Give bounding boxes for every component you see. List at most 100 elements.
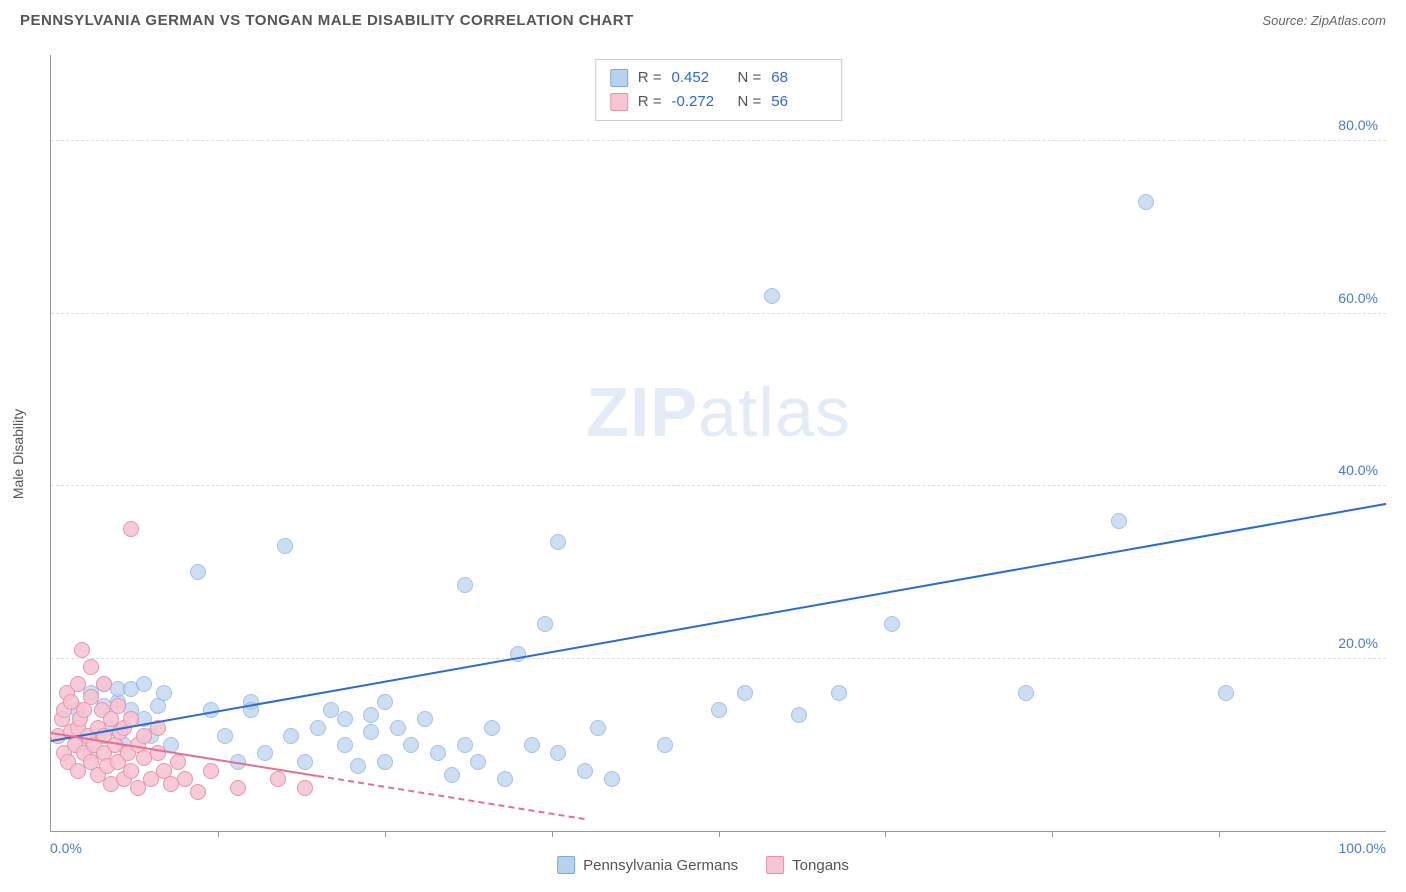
y-tick-label: 80.0% <box>1338 117 1378 133</box>
plot-region: ZIPatlas R = 0.452 N = 68 R = -0.272 N =… <box>50 55 1386 832</box>
x-tick-mark <box>552 831 553 837</box>
swatch-pg-icon <box>557 856 575 874</box>
scatter-point <box>277 538 293 554</box>
scatter-point <box>737 685 753 701</box>
scatter-point <box>74 642 90 658</box>
gridline <box>51 313 1386 314</box>
scatter-point <box>70 676 86 692</box>
gridline <box>51 485 1386 486</box>
scatter-point <box>283 728 299 744</box>
r-value-pg: 0.452 <box>672 66 728 90</box>
scatter-point <box>177 771 193 787</box>
scatter-point <box>470 754 486 770</box>
x-tick-mark <box>385 831 386 837</box>
scatter-point <box>1218 685 1234 701</box>
legend-row-tongan: R = -0.272 N = 56 <box>610 90 828 114</box>
scatter-point <box>170 754 186 770</box>
scatter-point <box>83 659 99 675</box>
scatter-point <box>791 707 807 723</box>
scatter-point <box>156 685 172 701</box>
watermark-zip: ZIP <box>586 373 698 451</box>
scatter-point <box>390 720 406 736</box>
legend-label-pg: Pennsylvania Germans <box>583 857 738 874</box>
scatter-point <box>457 737 473 753</box>
y-tick-label: 20.0% <box>1338 635 1378 651</box>
gridline <box>51 658 1386 659</box>
x-tick-100: 100.0% <box>1339 840 1386 856</box>
scatter-point <box>123 763 139 779</box>
y-tick-label: 40.0% <box>1338 462 1378 478</box>
scatter-point <box>550 534 566 550</box>
scatter-point <box>190 564 206 580</box>
x-tick-mark <box>885 831 886 837</box>
scatter-point <box>203 763 219 779</box>
scatter-point <box>230 780 246 796</box>
legend-item-tongan: Tongans <box>766 856 849 874</box>
x-tick-0: 0.0% <box>50 840 82 856</box>
scatter-point <box>337 711 353 727</box>
scatter-point <box>270 771 286 787</box>
scatter-point <box>604 771 620 787</box>
x-tick-mark <box>719 831 720 837</box>
gridline <box>51 140 1386 141</box>
n-label: N = <box>738 90 762 114</box>
source-label: Source: <box>1262 13 1307 28</box>
scatter-point <box>444 767 460 783</box>
y-tick-label: 60.0% <box>1338 290 1378 306</box>
scatter-point <box>377 754 393 770</box>
scatter-point <box>297 754 313 770</box>
swatch-pennsylvania-germans <box>610 69 628 87</box>
scatter-point <box>310 720 326 736</box>
n-value-tongan: 56 <box>771 90 827 114</box>
scatter-point <box>363 724 379 740</box>
x-tick-mark <box>1219 831 1220 837</box>
swatch-tongans <box>610 93 628 111</box>
x-tick-mark <box>218 831 219 837</box>
scatter-point <box>711 702 727 718</box>
y-axis-label: Male Disability <box>10 409 26 499</box>
scatter-point <box>497 771 513 787</box>
legend-row-pg: R = 0.452 N = 68 <box>610 66 828 90</box>
scatter-point <box>457 577 473 593</box>
scatter-point <box>1018 685 1034 701</box>
scatter-point <box>430 745 446 761</box>
x-tick-mark <box>1052 831 1053 837</box>
chart-area: ZIPatlas R = 0.452 N = 68 R = -0.272 N =… <box>50 55 1386 832</box>
scatter-point <box>257 745 273 761</box>
series-legend: Pennsylvania Germans Tongans <box>557 856 849 874</box>
legend-label-tongan: Tongans <box>792 857 849 874</box>
correlation-legend: R = 0.452 N = 68 R = -0.272 N = 56 <box>595 59 843 121</box>
n-label: N = <box>738 66 762 90</box>
watermark: ZIPatlas <box>586 372 851 452</box>
scatter-point <box>1138 194 1154 210</box>
scatter-point <box>377 694 393 710</box>
scatter-point <box>297 780 313 796</box>
n-value-pg: 68 <box>771 66 827 90</box>
swatch-tongan-icon <box>766 856 784 874</box>
scatter-point <box>764 288 780 304</box>
watermark-atlas: atlas <box>698 373 851 451</box>
r-value-tongan: -0.272 <box>672 90 728 114</box>
scatter-point <box>403 737 419 753</box>
scatter-point <box>417 711 433 727</box>
source-attribution: Source: ZipAtlas.com <box>1262 13 1386 28</box>
chart-title: PENNSYLVANIA GERMAN VS TONGAN MALE DISAB… <box>20 12 634 29</box>
scatter-point <box>136 676 152 692</box>
legend-item-pg: Pennsylvania Germans <box>557 856 738 874</box>
scatter-point <box>657 737 673 753</box>
scatter-point <box>1111 513 1127 529</box>
scatter-point <box>537 616 553 632</box>
scatter-point <box>577 763 593 779</box>
scatter-point <box>550 745 566 761</box>
r-label: R = <box>638 90 662 114</box>
scatter-point <box>337 737 353 753</box>
scatter-point <box>831 685 847 701</box>
r-label: R = <box>638 66 662 90</box>
scatter-point <box>217 728 233 744</box>
scatter-point <box>590 720 606 736</box>
scatter-point <box>96 676 112 692</box>
scatter-point <box>350 758 366 774</box>
scatter-point <box>123 521 139 537</box>
source-name: ZipAtlas.com <box>1311 13 1386 28</box>
header: PENNSYLVANIA GERMAN VS TONGAN MALE DISAB… <box>0 0 1406 37</box>
